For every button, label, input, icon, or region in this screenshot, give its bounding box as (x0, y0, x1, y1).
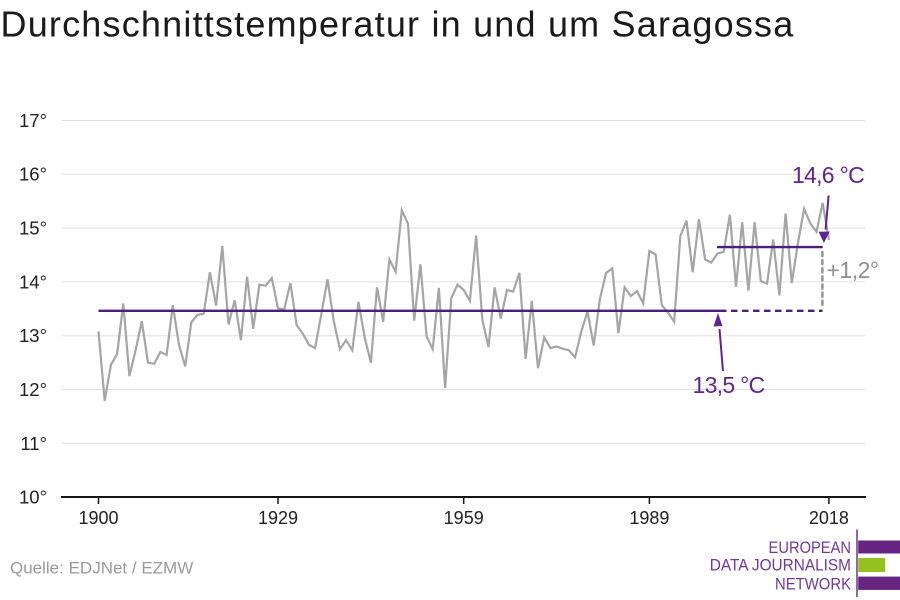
svg-text:14,6 °C: 14,6 °C (792, 162, 864, 188)
svg-text:1989: 1989 (629, 508, 669, 528)
svg-text:+1,2°: +1,2° (827, 257, 879, 283)
svg-text:NETWORK: NETWORK (775, 576, 851, 594)
svg-text:10°: 10° (19, 487, 47, 508)
svg-text:DATA JOURNALISM: DATA JOURNALISM (710, 556, 851, 575)
svg-text:12°: 12° (19, 379, 47, 400)
svg-text:1959: 1959 (444, 508, 484, 528)
svg-text:16°: 16° (19, 164, 47, 185)
svg-text:15°: 15° (19, 218, 47, 239)
svg-text:Quelle: EDJNet / EZMW: Quelle: EDJNet / EZMW (10, 558, 193, 577)
svg-text:1929: 1929 (258, 508, 298, 528)
svg-text:1900: 1900 (78, 508, 118, 528)
svg-text:13°: 13° (19, 325, 47, 346)
svg-text:11°: 11° (20, 433, 47, 454)
svg-text:EUROPEAN: EUROPEAN (769, 539, 851, 557)
svg-text:2018: 2018 (809, 508, 849, 528)
svg-text:13,5 °C: 13,5 °C (693, 372, 765, 398)
svg-text:Durchschnittstemperatur in und: Durchschnittstemperatur in und um Sarago… (1, 4, 795, 45)
svg-text:14°: 14° (19, 271, 47, 292)
svg-text:17°: 17° (19, 110, 47, 131)
